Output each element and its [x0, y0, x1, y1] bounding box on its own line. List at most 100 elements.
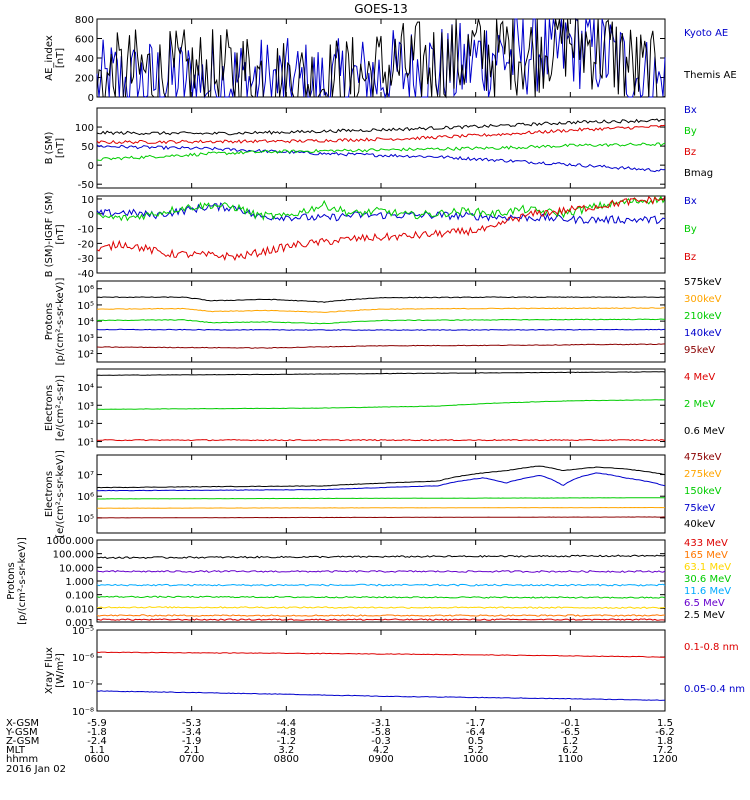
y-tick-label: -30: [78, 254, 94, 265]
x-tick-label: 1200: [652, 754, 677, 765]
y-axis-label: [nT]: [55, 138, 66, 158]
y-axis-label: [e/(cm²-s-sr-keV)]: [55, 450, 66, 538]
series-line: [96, 583, 666, 587]
series-line: [96, 328, 666, 331]
x-tick-label: -5.8: [371, 727, 391, 738]
panel-frame: [96, 539, 666, 623]
series-line: [96, 195, 666, 261]
y-tick-label: 10⁷: [77, 471, 94, 482]
legend-label: 11.6 MeV: [684, 586, 731, 597]
y-tick-label: 600: [75, 35, 94, 46]
y-tick-label: 10⁶: [77, 492, 94, 503]
x-tick-label: 3.2: [278, 745, 294, 756]
x-tick-label: 2.1: [184, 745, 200, 756]
x-tick-label: -1.2: [277, 736, 297, 747]
x-tick-label: -5.3: [182, 718, 202, 729]
legend-label: Bz: [684, 252, 696, 263]
legend-label: 2 MeV: [684, 399, 715, 410]
y-tick-label: 0.010: [65, 604, 94, 615]
legend-label: Bz: [684, 147, 696, 158]
y-tick-label: 10: [81, 195, 94, 206]
y-tick-label: -20: [78, 239, 94, 250]
y-axis-label: Xray Flux: [44, 647, 55, 694]
y-tick-label: 1000.000: [46, 536, 94, 547]
legend-label: 0.1-0.8 nm: [684, 642, 739, 653]
legend-label: 575keV: [684, 277, 722, 288]
y-tick-label: 10⁴: [77, 317, 94, 328]
series-line: [96, 144, 666, 173]
legend-label: 4 MeV: [684, 372, 715, 383]
date-label: 2016 Jan 02: [6, 764, 66, 775]
x-tick-label: 1.5: [657, 718, 673, 729]
legend-label: 95keV: [684, 345, 715, 356]
x-tick-label: -4.4: [277, 718, 297, 729]
y-tick-label: 0: [88, 210, 94, 221]
legend-label: Themis AE: [683, 70, 737, 81]
x-tick-label: 7.2: [657, 745, 673, 756]
legend-label: 300keV: [684, 294, 722, 305]
x-tick-label: 0.5: [468, 736, 484, 747]
x-tick-label: 0800: [274, 754, 299, 765]
series-line: [96, 307, 666, 313]
y-tick-label: 200: [75, 74, 94, 85]
series-line: [96, 506, 665, 509]
legend-label: Bmag: [684, 168, 713, 179]
x-tick-label: 1.1: [89, 745, 105, 756]
legend-label: 30.6 MeV: [684, 574, 731, 585]
panel-frame: [96, 107, 666, 189]
legend-label: Kyoto AE: [684, 28, 728, 39]
x-tick-label: 1000: [463, 754, 488, 765]
legend-label: 140keV: [684, 328, 722, 339]
x-tick-label: 0700: [179, 754, 204, 765]
y-tick-label: -40: [78, 269, 94, 280]
y-tick-label: 800: [75, 15, 94, 26]
series-line: [96, 595, 666, 599]
x-tick-label: 1.8: [657, 736, 673, 747]
x-tick-label: 4.2: [373, 745, 389, 756]
y-tick-label: 10⁵: [77, 514, 94, 525]
x-tick-label: 0600: [84, 754, 109, 765]
x-tick-label: 0900: [368, 754, 393, 765]
legend-label: 475keV: [684, 452, 722, 463]
legend-label: 0.6 MeV: [684, 426, 725, 437]
x-row-label: MLT: [6, 745, 26, 756]
x-tick-label: -0.3: [371, 736, 391, 747]
x-tick-label: 1.2: [562, 736, 578, 747]
y-tick-label: 10⁵: [77, 301, 94, 312]
series-line: [96, 439, 666, 442]
legend-label: 275keV: [684, 469, 722, 480]
panel-frame: [96, 368, 666, 448]
y-tick-label: 0: [88, 161, 94, 172]
legend-label: 210keV: [684, 311, 722, 322]
y-tick-label: 10³: [77, 333, 94, 344]
y-axis-label: B (SM)-IGRF (SM): [44, 192, 55, 278]
x-tick-label: -3.4: [182, 727, 202, 738]
y-tick-label: 10⁻⁸: [72, 707, 94, 718]
x-tick-label: -1.7: [466, 718, 486, 729]
legend-label: 0.05-0.4 nm: [684, 684, 745, 695]
y-axis-label: Electrons: [44, 471, 55, 517]
series-line: [97, 497, 665, 500]
legend-label: By: [684, 126, 697, 137]
x-row-label: Y-GSM: [5, 727, 38, 738]
legend-label: 2.5 MeV: [684, 610, 725, 621]
series-line: [96, 296, 666, 303]
panel-frame: [96, 454, 666, 534]
y-tick-label: 10²: [77, 419, 94, 430]
y-tick-label: -10: [78, 225, 94, 236]
legend-label: 150keV: [684, 486, 722, 497]
panel-frame: [96, 280, 666, 363]
x-tick-label: -4.8: [277, 727, 297, 738]
legend-label: 40keV: [684, 519, 715, 530]
series-line: [96, 399, 666, 410]
series-line: [96, 690, 665, 701]
series-line: [96, 318, 666, 325]
series-line: [96, 651, 666, 658]
series-line: [96, 606, 666, 609]
y-tick-label: 50: [81, 142, 94, 153]
y-axis-label: B (SM): [44, 131, 55, 164]
legend-label: 6.5 MeV: [684, 598, 725, 609]
y-axis-label: [e/(cm²-s-sr)]: [55, 375, 66, 441]
x-tick-label: -5.9: [87, 718, 107, 729]
y-axis-label: [p/(cm²-s-sr-keV)]: [55, 278, 66, 366]
